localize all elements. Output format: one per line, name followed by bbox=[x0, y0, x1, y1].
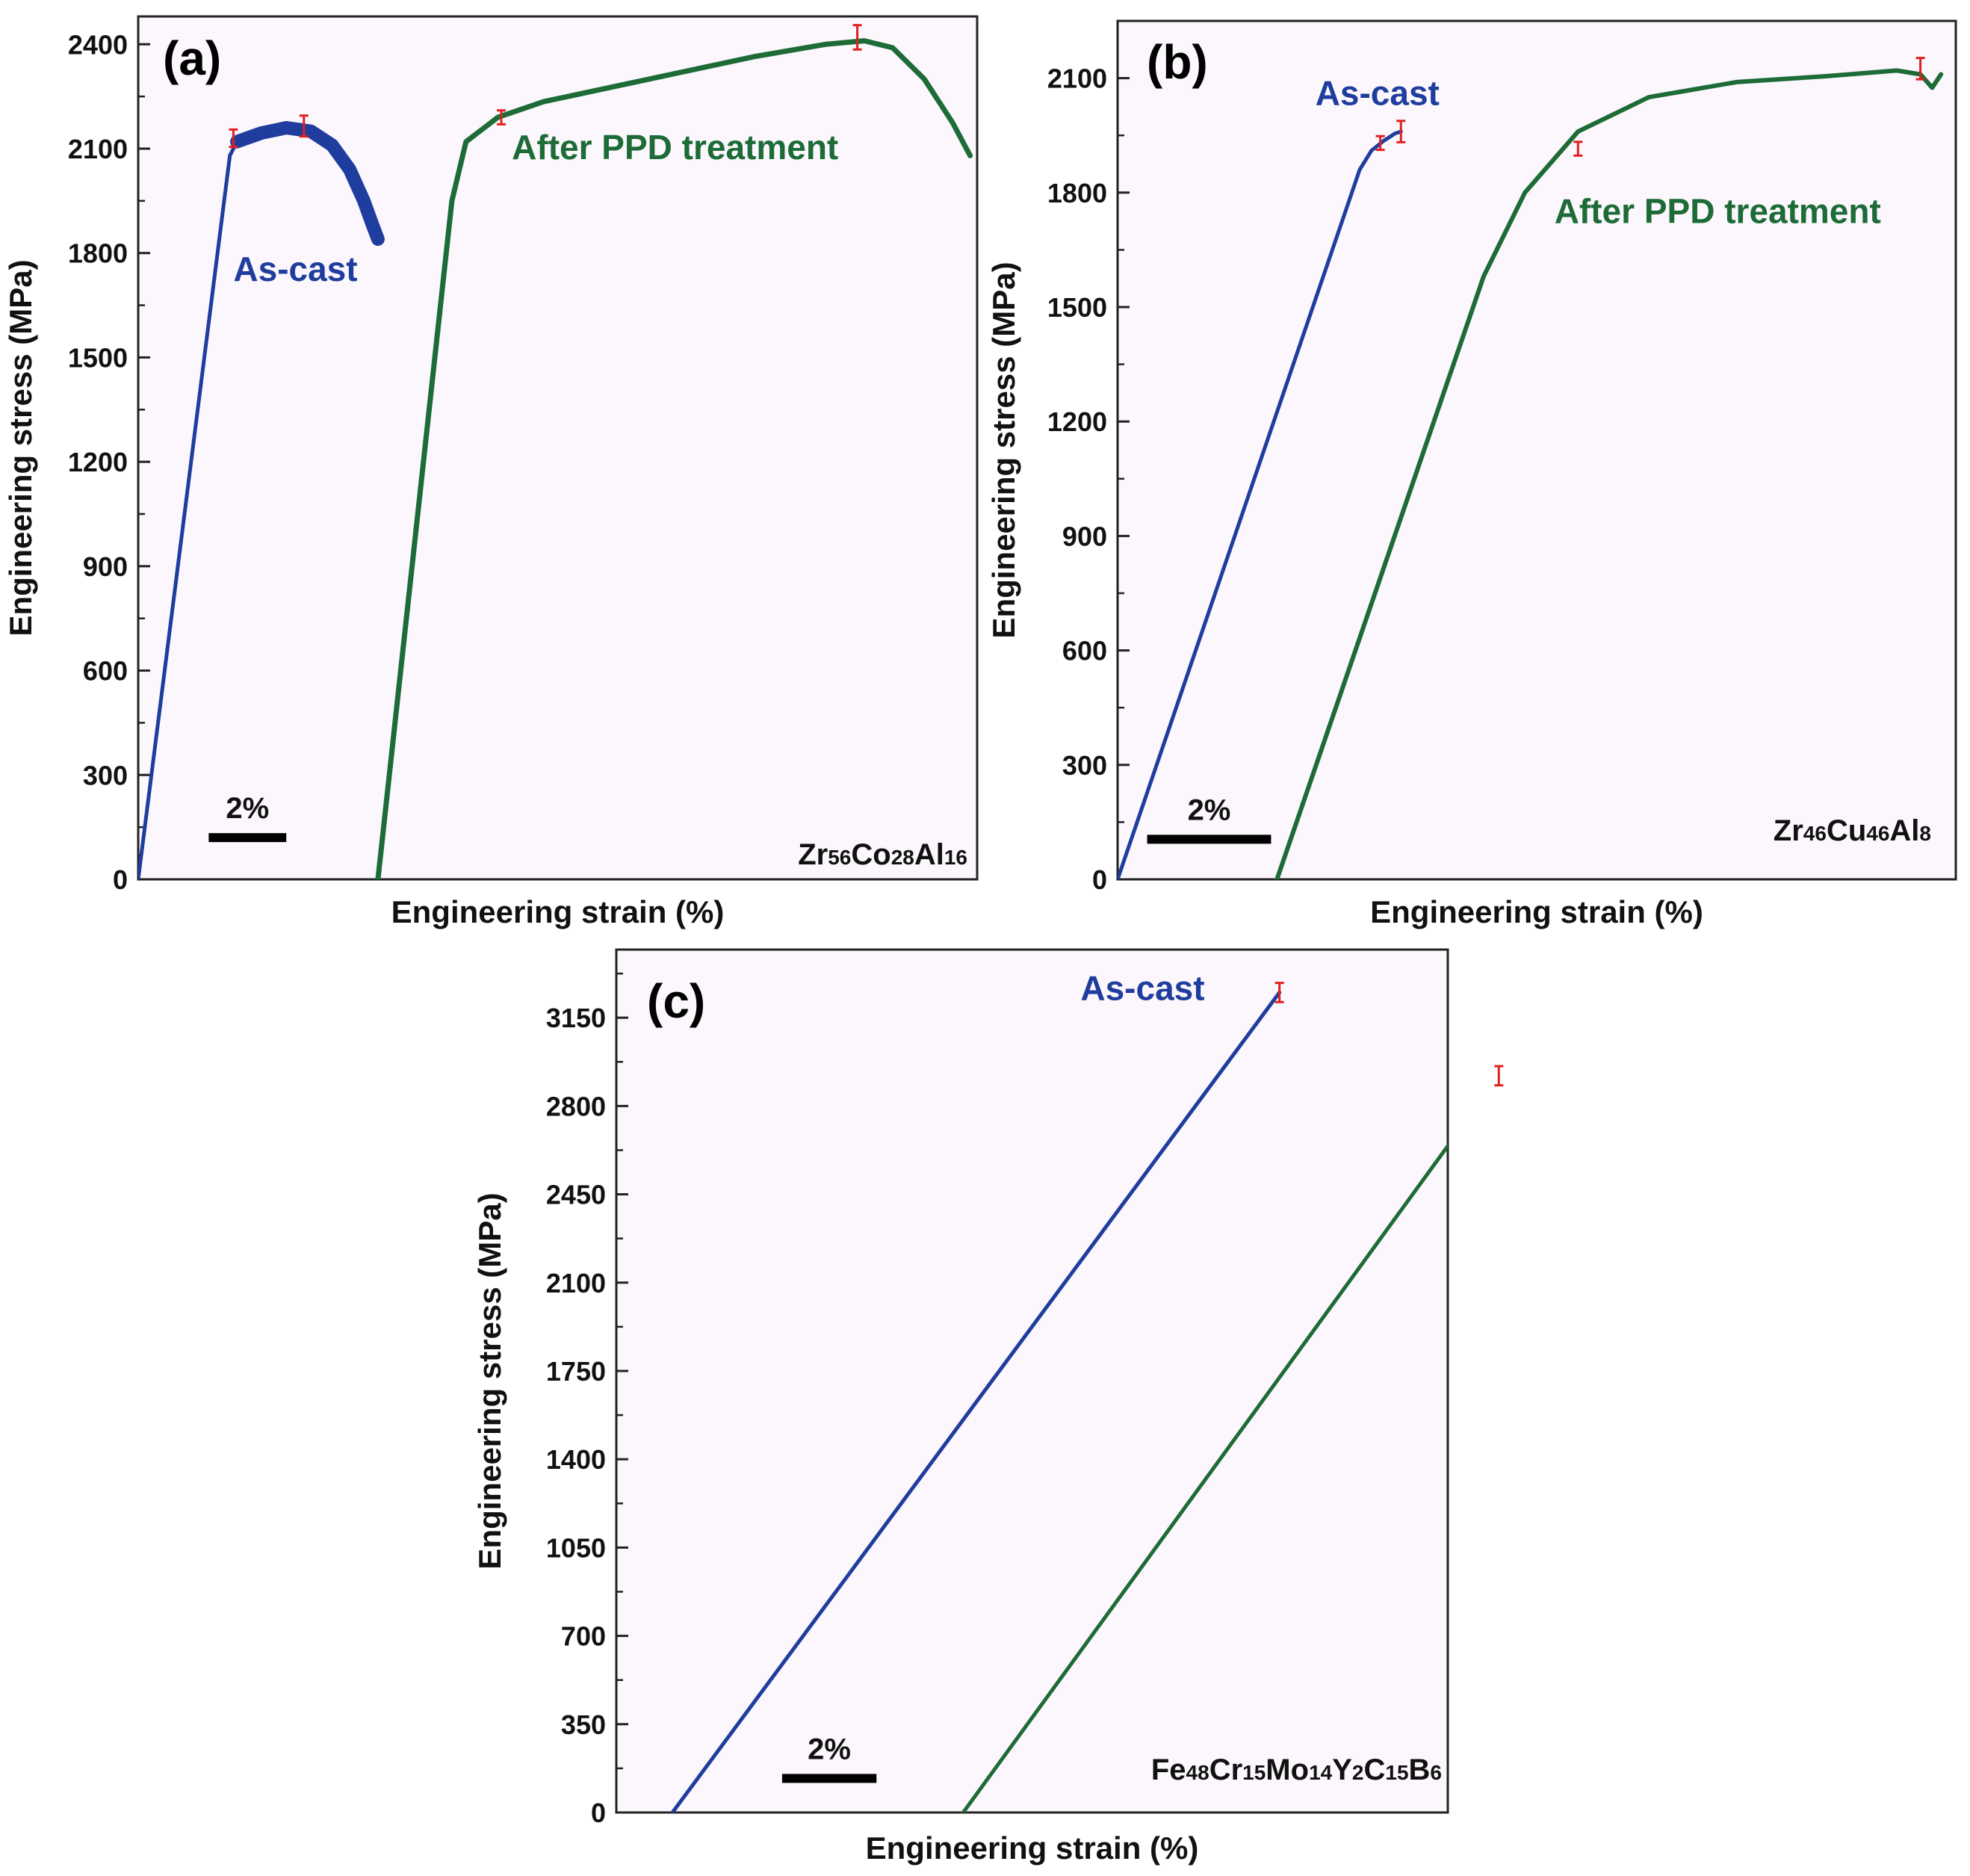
alloy-element: Zr bbox=[1774, 814, 1803, 847]
x-axis-label: Engineering strain (%) bbox=[866, 1830, 1199, 1866]
y-tick-label: 1800 bbox=[1047, 178, 1107, 208]
y-tick-label: 350 bbox=[561, 1709, 606, 1740]
y-tick-label: 2100 bbox=[546, 1268, 606, 1298]
alloy-subscript: 48 bbox=[1186, 1761, 1209, 1784]
alloy-element: Al bbox=[1889, 814, 1919, 847]
alloy-subscript: 14 bbox=[1309, 1761, 1333, 1784]
chart-panel-1: 0 300 600 900 1200 1500 1800 2100 2400 Engineerin… bbox=[3, 15, 979, 929]
series-line bbox=[375, 38, 973, 879]
series-label: After PPD treatment bbox=[1555, 192, 1881, 231]
alloy-subscript: 56 bbox=[828, 846, 851, 869]
y-tick-label: 2800 bbox=[546, 1091, 606, 1121]
alloy-composition: Zr56Co28Al16 bbox=[798, 838, 967, 871]
y-tick-label: 2100 bbox=[68, 134, 128, 164]
alloy-element: Co bbox=[851, 838, 890, 871]
panel-label: (c) bbox=[647, 974, 705, 1028]
chart-panel-3: 0 350 700 1050 1400 1750 2100 2450 2800 3150 Engin… bbox=[472, 948, 1504, 1866]
scale-bar-label: 2% bbox=[1188, 793, 1231, 826]
y-tick-label: 1200 bbox=[1047, 406, 1107, 437]
series-label: As-cast bbox=[1316, 73, 1440, 112]
alloy-element: B bbox=[1409, 1753, 1431, 1786]
scale-bar-label: 2% bbox=[226, 792, 269, 825]
x-axis-label: Engineering strain (%) bbox=[1370, 894, 1703, 929]
y-tick-label: 1050 bbox=[546, 1532, 606, 1563]
y-tick-label: 3150 bbox=[546, 1003, 606, 1033]
y-tick-label: 1750 bbox=[546, 1356, 606, 1387]
y-axis-label: Engineering stress (MPa) bbox=[986, 261, 1021, 638]
alloy-subscript: 46 bbox=[1866, 822, 1889, 845]
series-as-cast bbox=[670, 990, 1282, 1812]
series-after-ppd bbox=[961, 1142, 1448, 1812]
series-as-cast bbox=[1118, 129, 1403, 879]
y-tick-label: 0 bbox=[1092, 864, 1107, 895]
alloy-subscript: 2 bbox=[1352, 1761, 1364, 1784]
series-label: After PPD treatment bbox=[512, 128, 838, 167]
y-tick-label: 600 bbox=[1062, 636, 1107, 666]
alloy-subscript: 6 bbox=[1430, 1761, 1442, 1784]
alloy-element: Fe bbox=[1151, 1753, 1186, 1786]
alloy-element: Cr bbox=[1209, 1753, 1242, 1786]
alloy-subscript: 15 bbox=[1242, 1761, 1266, 1784]
x-axis-label: Engineering strain (%) bbox=[391, 894, 725, 929]
alloy-composition: Zr46Cu46Al8 bbox=[1774, 814, 1931, 847]
panel-label: (a) bbox=[163, 31, 221, 85]
y-tick-label: 1200 bbox=[68, 447, 128, 477]
scale-bar-label: 2% bbox=[808, 1733, 851, 1765]
y-tick-label: 2400 bbox=[68, 29, 128, 60]
alloy-subscript: 28 bbox=[891, 846, 914, 869]
alloy-element: Mo bbox=[1266, 1753, 1309, 1786]
y-tick-label: 0 bbox=[113, 864, 128, 895]
y-axis-label: Engineering stress (MPa) bbox=[3, 259, 38, 636]
alloy-element: Al bbox=[914, 838, 944, 871]
alloy-composition: Fe48Cr15Mo14Y2C15B6 bbox=[1151, 1753, 1442, 1786]
alloy-element: Y bbox=[1332, 1753, 1352, 1786]
alloy-element: Cu bbox=[1827, 814, 1866, 847]
y-tick-label: 1500 bbox=[1047, 292, 1107, 323]
series-after-ppd bbox=[375, 38, 973, 879]
plot-area bbox=[137, 15, 979, 881]
alloy-subscript: 8 bbox=[1919, 822, 1931, 845]
plot-area bbox=[1116, 19, 1957, 881]
y-tick-label: 600 bbox=[83, 656, 128, 687]
series-label: As-cast bbox=[233, 250, 357, 288]
alloy-subscript: 46 bbox=[1803, 822, 1827, 845]
y-tick-label: 700 bbox=[561, 1621, 606, 1652]
y-tick-label: 900 bbox=[1062, 521, 1107, 551]
alloy-element: Zr bbox=[798, 838, 828, 871]
y-tick-label: 300 bbox=[83, 760, 128, 790]
panel-label: (b) bbox=[1147, 35, 1208, 89]
alloy-element: C bbox=[1363, 1753, 1385, 1786]
y-tick-label: 1800 bbox=[68, 238, 128, 269]
series-plateau-band bbox=[230, 121, 385, 247]
chart-panel-2: 0 300 600 900 1200 1500 1800 2100 Engineering st… bbox=[986, 19, 1957, 929]
y-tick-label: 900 bbox=[83, 551, 128, 582]
series-line bbox=[1118, 129, 1403, 879]
y-tick-label: 0 bbox=[591, 1798, 606, 1828]
y-tick-label: 1500 bbox=[68, 342, 128, 373]
series-label: As-cast bbox=[1080, 969, 1204, 1008]
alloy-subscript: 15 bbox=[1385, 1761, 1408, 1784]
y-tick-label: 1400 bbox=[546, 1444, 606, 1475]
y-tick-label: 300 bbox=[1062, 750, 1107, 781]
y-tick-label: 2100 bbox=[1047, 64, 1107, 94]
y-tick-label: 2450 bbox=[546, 1180, 606, 1210]
y-axis-label: Engineering stress (MPa) bbox=[472, 1192, 507, 1569]
series-line bbox=[670, 990, 1282, 1812]
alloy-subscript: 16 bbox=[944, 846, 967, 869]
plot-area bbox=[615, 948, 1449, 1814]
series-line bbox=[961, 1142, 1448, 1812]
